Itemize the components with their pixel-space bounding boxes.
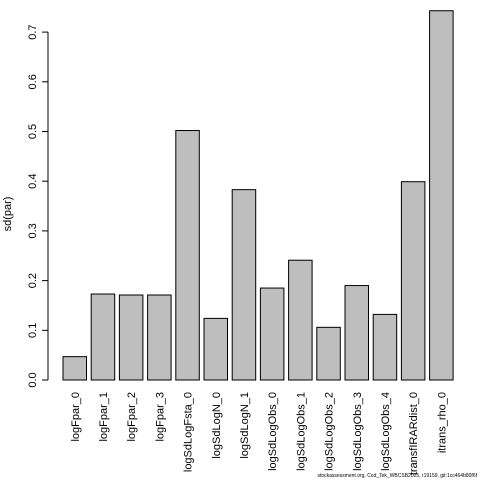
- x-tick-label: logSdLogObs_3: [352, 392, 364, 471]
- x-tick-label: logSdLogFsta_0: [183, 392, 195, 472]
- y-tick-label: 0.5: [27, 124, 39, 139]
- bar-logSdLogObs_4: [372, 313, 398, 381]
- bar-logSdLogObs_2: [316, 326, 341, 381]
- y-tick-label: 0.0: [27, 372, 39, 387]
- bars: [62, 10, 454, 381]
- y-tick-label: 0.4: [27, 174, 39, 189]
- x-tick-label: logSdLogObs_1: [295, 392, 307, 471]
- bar-logSdLogFsta_0: [175, 130, 200, 381]
- x-tick-label: logSdLogN_1: [239, 392, 251, 459]
- x-tick-label: logSdLogObs_2: [324, 392, 336, 471]
- y-axis: 0.0 0.1 0.2 0.3 0.4 0.5 0.6 0.7: [27, 24, 49, 388]
- bar-logSdLogObs_3: [344, 285, 369, 381]
- bar-logSdLogObs_0: [259, 287, 285, 381]
- x-tick-label: logSdLogN_0: [211, 392, 223, 459]
- y-axis-title: sd(par): [2, 197, 14, 232]
- bar-logFpar_3: [147, 294, 172, 381]
- x-tick-label: logFpar_2: [126, 392, 138, 442]
- footnote: stockassessment.org, Cod_Tek_WBCSB2025, …: [317, 473, 477, 479]
- bar-logFpar_0: [62, 356, 87, 381]
- bar-logFpar_1: [90, 293, 116, 381]
- bar-logSdLogN_0: [203, 317, 228, 381]
- bar-logFpar_2: [118, 294, 144, 381]
- x-tick-label: logFpar_1: [98, 392, 110, 442]
- x-tick-label: logSdLogObs_0: [267, 392, 279, 471]
- y-tick-label: 0.7: [27, 24, 39, 39]
- bar-logSdLogObs_1: [288, 259, 313, 381]
- x-tick-label: logFpar_0: [70, 392, 82, 442]
- x-tick-labels: logFpar_0 logFpar_1 logFpar_2 logFpar_3 logS…: [70, 392, 449, 475]
- x-tick-label: logSdLogObs_4: [380, 392, 392, 471]
- y-tick-label: 0.1: [27, 323, 39, 338]
- y-tick-label: 0.6: [27, 74, 39, 89]
- x-tick-label: itrans_rho_0: [436, 392, 448, 453]
- bar-transfIRARdist_0: [400, 181, 426, 381]
- bar-logSdLogN_1: [231, 189, 257, 381]
- y-tick-label: 0.3: [27, 223, 39, 238]
- y-tick-label: 0.2: [27, 273, 39, 288]
- x-tick-label: logFpar_3: [154, 392, 166, 442]
- x-tick-label: transfIRARdist_0: [408, 392, 420, 475]
- bar-itrans_rho_0: [429, 10, 454, 381]
